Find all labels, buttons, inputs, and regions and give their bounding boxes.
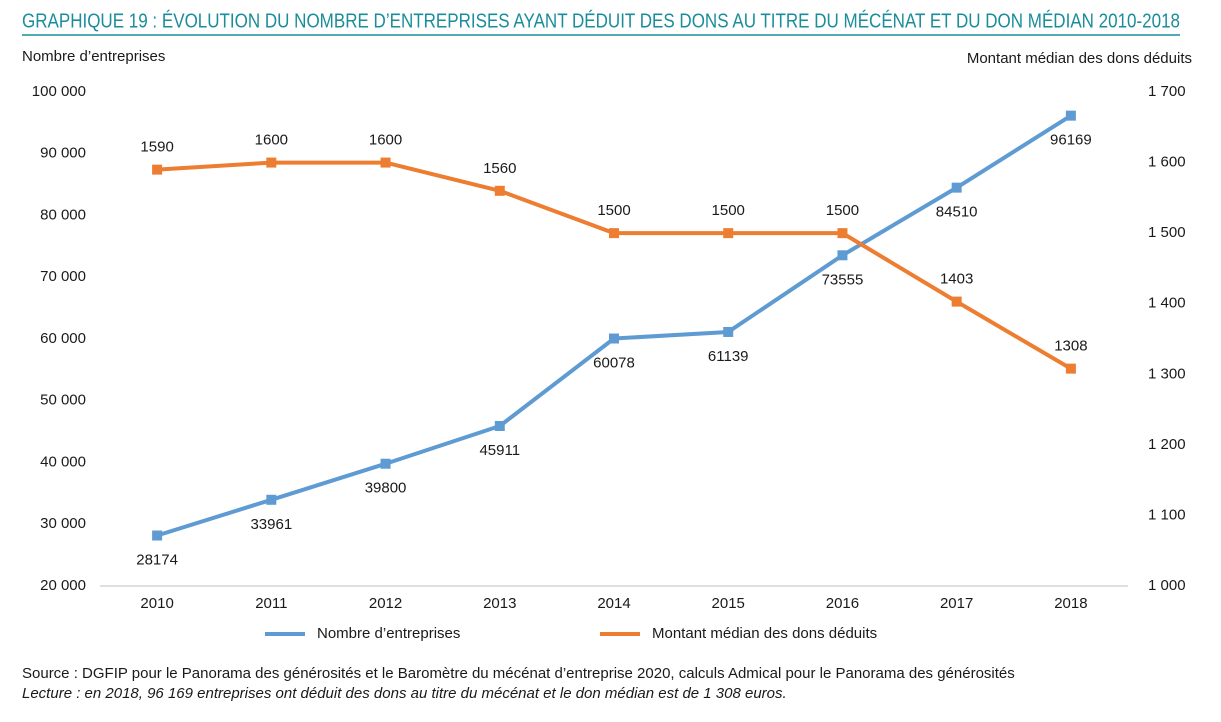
y-tick-label: 70 000 — [40, 268, 86, 285]
y2-tick-label: 1 000 — [1148, 577, 1186, 594]
note: Lecture : en 2018, 96 169 entreprises on… — [22, 685, 787, 702]
data-label: 61139 — [708, 348, 749, 365]
data-label: 84510 — [936, 204, 978, 221]
data-label: 39800 — [365, 480, 407, 497]
y2-tick-label: 1 700 — [1148, 83, 1186, 100]
marker — [494, 185, 505, 196]
data-label: 1600 — [369, 132, 402, 149]
data-label: 33961 — [250, 516, 292, 533]
x-tick-label: 2018 — [1054, 595, 1087, 612]
data-label: 28174 — [136, 551, 178, 568]
marker — [1065, 110, 1076, 121]
data-label: 1590 — [140, 139, 173, 156]
marker — [609, 333, 619, 344]
marker — [380, 458, 391, 469]
marker — [152, 530, 163, 541]
data-label: 1500 — [712, 202, 745, 219]
marker — [152, 164, 163, 175]
data-label: 1500 — [597, 202, 630, 219]
y-tick-label: 90 000 — [40, 145, 86, 162]
source: Source : DGFIP pour le Panorama des géné… — [22, 665, 1015, 682]
x-tick-label: 2012 — [369, 595, 402, 612]
y2-axis-title: Montant médian des dons déduits — [967, 50, 1192, 67]
y2-tick-label: 1 400 — [1148, 295, 1186, 312]
series-line — [156, 113, 1072, 538]
marker — [723, 228, 734, 239]
marker — [951, 296, 962, 307]
legend-label: Montant médian des dons déduits — [652, 625, 877, 642]
x-tick-label: 2017 — [940, 595, 973, 612]
marker — [723, 326, 734, 337]
y-tick-label: 80 000 — [40, 206, 86, 223]
data-label: 1560 — [483, 160, 516, 177]
chart-title: GRAPHIQUE 19 : ÉVOLUTION DU NOMBRE D’ENT… — [22, 9, 1180, 32]
y2-tick-label: 1 100 — [1148, 506, 1186, 523]
data-label: 45911 — [479, 442, 520, 459]
x-tick-label: 2014 — [597, 595, 630, 612]
y-tick-label: 30 000 — [40, 515, 86, 532]
x-tick-label: 2013 — [483, 595, 516, 612]
data-label: 1308 — [1054, 338, 1087, 355]
x-tick-label: 2011 — [255, 595, 287, 612]
marker — [1065, 363, 1076, 374]
data-label: 96169 — [1050, 132, 1092, 149]
x-tick-label: 2015 — [712, 595, 745, 612]
y-tick-label: 50 000 — [40, 392, 86, 409]
y-tick-label: 60 000 — [40, 330, 86, 347]
marker — [494, 420, 505, 431]
marker — [266, 157, 277, 168]
marker — [837, 228, 848, 239]
marker — [951, 182, 962, 193]
y2-tick-label: 1 300 — [1148, 365, 1186, 382]
y2-tick-label: 1 600 — [1148, 154, 1186, 171]
y-tick-label: 20 000 — [40, 577, 86, 594]
data-label: 60078 — [593, 354, 635, 371]
data-label: 1600 — [255, 132, 288, 149]
data-label: 73555 — [822, 271, 864, 288]
marker — [837, 250, 848, 261]
legend-label: Nombre d’entreprises — [317, 625, 460, 642]
data-label: 1500 — [826, 202, 859, 219]
y-tick-label: 100 000 — [32, 83, 86, 100]
x-tick-label: 2016 — [826, 595, 859, 612]
y2-tick-label: 1 200 — [1148, 436, 1186, 453]
marker — [609, 228, 619, 239]
x-tick-label: 2010 — [140, 595, 173, 612]
data-label: 1403 — [940, 271, 973, 288]
y-tick-label: 40 000 — [40, 453, 86, 470]
marker — [380, 157, 391, 168]
y2-tick-label: 1 500 — [1148, 224, 1186, 241]
marker — [266, 494, 277, 505]
y-axis-title: Nombre d’entreprises — [22, 48, 165, 65]
